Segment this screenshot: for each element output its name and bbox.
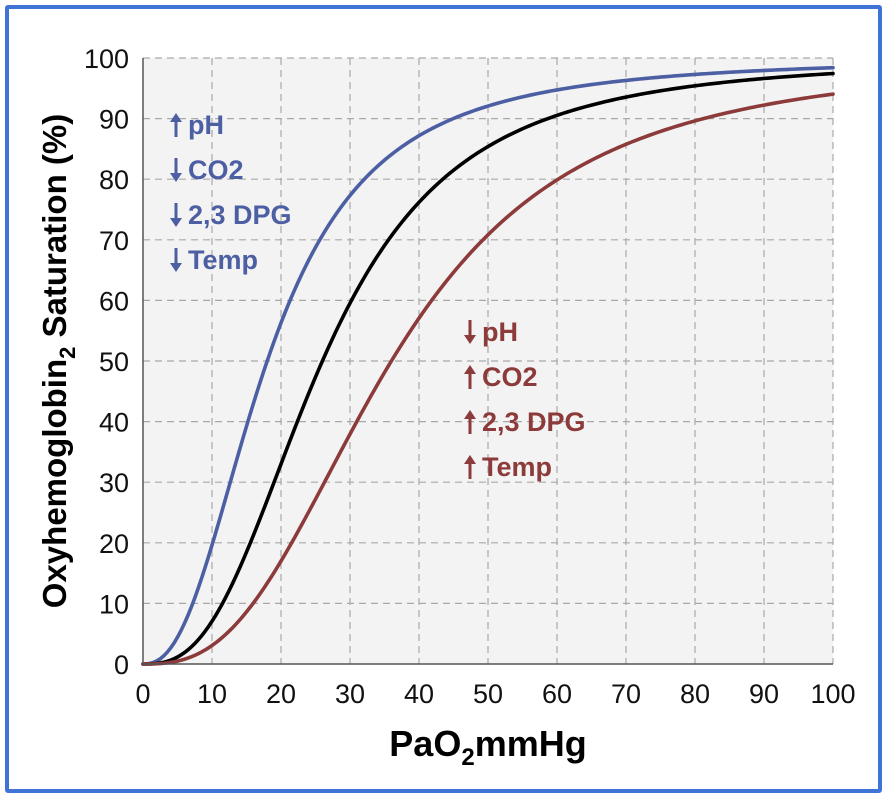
y-tick-label: 80 <box>99 165 129 195</box>
x-tick-label: 100 <box>810 679 855 709</box>
y-axis-title: Oxyhemoglobin2 Saturation (%) <box>36 114 80 608</box>
axes <box>142 58 833 665</box>
x-tick-label: 10 <box>197 679 227 709</box>
x-axis-title: PaO2mmHg <box>389 723 586 771</box>
x-tick-label: 80 <box>680 679 710 709</box>
arrow-down-icon <box>170 248 182 272</box>
x-tick-label: 0 <box>135 679 150 709</box>
curves <box>141 65 835 666</box>
x-tick-label: 40 <box>404 679 434 709</box>
x-tick-label: 70 <box>611 679 641 709</box>
y-tick-label: 70 <box>99 226 129 256</box>
right-shift-factors-label: pH <box>482 317 518 347</box>
right-shift-factors: pH CO2 2,3 DPG Temp <box>464 317 586 482</box>
arrow-up-icon <box>170 113 182 137</box>
x-tick-label: 90 <box>749 679 779 709</box>
arrow-up-icon <box>464 410 476 434</box>
arrow-up-icon <box>464 365 476 389</box>
y-tick-label: 40 <box>99 408 129 438</box>
curve-left-shift <box>141 65 835 666</box>
left-shift-factors-label: pH <box>188 110 224 140</box>
y-tick-label: 20 <box>99 529 129 559</box>
y-tick-label: 60 <box>99 286 129 316</box>
left-shift-factors: pH CO2 2,3 DPG Temp <box>170 110 292 275</box>
y-tick-label: 50 <box>99 347 129 377</box>
curve-normal <box>141 71 835 666</box>
right-shift-factors-label: Temp <box>482 452 552 482</box>
curve-right-shift <box>141 92 835 666</box>
x-tick-label: 60 <box>542 679 572 709</box>
arrow-up-icon <box>464 455 476 479</box>
grid <box>143 57 834 664</box>
y-tick-label: 90 <box>99 105 129 135</box>
arrow-down-icon <box>170 158 182 182</box>
y-tick-label: 0 <box>114 650 129 680</box>
right-shift-factors-label: CO2 <box>482 362 538 392</box>
y-tick-labels: 0 10 20 30 40 50 60 70 80 90 100 <box>84 44 129 680</box>
x-tick-labels: 0 10 20 30 40 50 60 70 80 90 100 <box>135 679 855 709</box>
y-tick-label: 10 <box>99 589 129 619</box>
left-shift-factors-label: CO2 <box>188 155 244 185</box>
x-tick-label: 50 <box>473 679 503 709</box>
left-shift-factors-label: 2,3 DPG <box>188 200 292 230</box>
left-shift-factors-label: Temp <box>188 245 258 275</box>
arrow-down-icon <box>170 203 182 227</box>
x-tick-label: 30 <box>335 679 365 709</box>
arrow-down-icon <box>464 320 476 344</box>
y-tick-label: 100 <box>84 44 129 74</box>
y-tick-label: 30 <box>99 468 129 498</box>
right-shift-factors-label: 2,3 DPG <box>482 407 586 437</box>
x-tick-label: 20 <box>266 679 296 709</box>
